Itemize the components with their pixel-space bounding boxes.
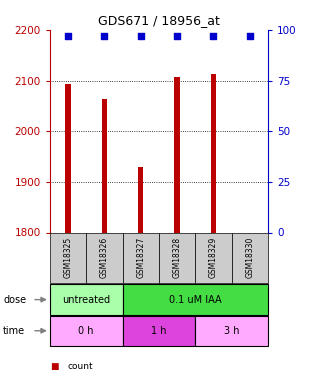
Text: time: time	[3, 326, 25, 336]
Bar	[123, 284, 268, 315]
Text: count: count	[67, 362, 93, 371]
Text: ■: ■	[50, 362, 58, 371]
Text: GSM18327: GSM18327	[136, 237, 145, 278]
Bar	[232, 232, 268, 283]
Point	[175, 33, 180, 39]
Bar	[159, 232, 195, 283]
Text: dose: dose	[3, 295, 26, 304]
Point	[102, 33, 107, 39]
Text: GSM18329: GSM18329	[209, 237, 218, 278]
Text: GSM18330: GSM18330	[245, 237, 254, 279]
Text: untreated: untreated	[62, 295, 110, 304]
Bar	[50, 284, 123, 315]
Text: GSM18325: GSM18325	[64, 237, 73, 278]
Text: 0.1 uM IAA: 0.1 uM IAA	[169, 295, 221, 304]
Text: 0 h: 0 h	[78, 326, 94, 336]
Bar	[50, 316, 123, 346]
Bar	[86, 232, 123, 283]
Bar	[50, 232, 86, 283]
Bar	[195, 316, 268, 346]
Bar	[123, 316, 195, 346]
Point	[138, 33, 143, 39]
Bar	[138, 167, 143, 232]
Bar	[195, 232, 232, 283]
Title: GDS671 / 18956_at: GDS671 / 18956_at	[98, 15, 220, 27]
Text: 1 h: 1 h	[151, 326, 167, 336]
Bar	[174, 77, 180, 232]
Point	[65, 33, 71, 39]
Bar	[211, 74, 216, 232]
Text: GSM18326: GSM18326	[100, 237, 109, 278]
Text: GSM18328: GSM18328	[173, 237, 182, 278]
Point	[211, 33, 216, 39]
Bar	[102, 99, 107, 232]
Point	[247, 33, 252, 39]
Bar	[65, 84, 71, 232]
Bar	[123, 232, 159, 283]
Text: 3 h: 3 h	[224, 326, 239, 336]
